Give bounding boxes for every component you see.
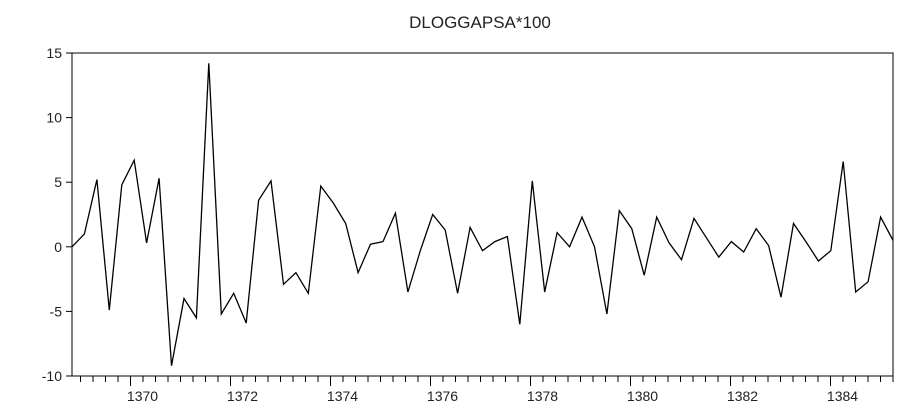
x-tick-label: 1370 xyxy=(127,388,158,404)
y-tick-label: 5 xyxy=(54,174,62,190)
y-tick-label: 15 xyxy=(46,45,62,61)
y-axis: -10 -5 0 5 10 15 xyxy=(42,45,72,384)
x-tick-label: 1372 xyxy=(227,388,258,404)
y-tick-label: 10 xyxy=(46,110,62,126)
x-tick-label: 1382 xyxy=(727,388,758,404)
chart-title: DLOGGAPSA*100 xyxy=(409,13,551,32)
x-tick-label: 1376 xyxy=(427,388,458,404)
x-tick-label: 1384 xyxy=(827,388,858,404)
y-tick-label: 0 xyxy=(54,239,62,255)
x-tick-label: 1380 xyxy=(627,388,658,404)
y-tick-label: -10 xyxy=(42,368,62,384)
x-axis: 1370 1372 1374 1376 1378 1380 1382 1384 xyxy=(80,376,894,404)
x-tick-label: 1378 xyxy=(527,388,558,404)
x-tick-label: 1374 xyxy=(327,388,358,404)
series-line xyxy=(71,63,894,366)
y-tick-label: -5 xyxy=(50,303,63,319)
plot-frame xyxy=(71,52,894,377)
